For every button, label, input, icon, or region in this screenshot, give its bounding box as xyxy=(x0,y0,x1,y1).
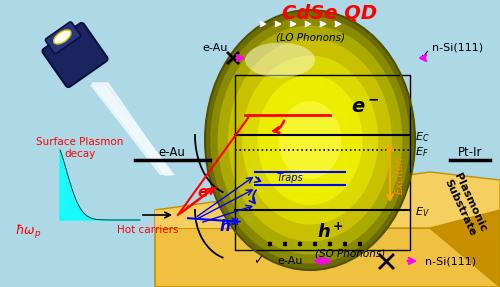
Text: $\bfit{h}^+$: $\bfit{h}^+$ xyxy=(218,217,242,235)
Text: Traps: Traps xyxy=(276,173,303,183)
FancyBboxPatch shape xyxy=(42,23,108,87)
Text: n-Si(111): n-Si(111) xyxy=(425,256,476,266)
Text: (LO Phonons): (LO Phonons) xyxy=(276,33,344,43)
Polygon shape xyxy=(90,85,175,175)
Ellipse shape xyxy=(54,30,71,44)
Text: e-Au: e-Au xyxy=(278,256,302,266)
Polygon shape xyxy=(155,210,270,228)
Text: $\bfit{e}^-$: $\bfit{e}^-$ xyxy=(351,99,379,117)
Ellipse shape xyxy=(228,38,392,241)
Text: $E_C$: $E_C$ xyxy=(415,130,430,144)
Polygon shape xyxy=(155,172,500,228)
Text: $\bfit{h}^+$: $\bfit{h}^+$ xyxy=(316,222,344,242)
Text: Hot carriers: Hot carriers xyxy=(117,225,179,235)
Text: ✓: ✓ xyxy=(419,49,429,63)
Text: (SO Phonons): (SO Phonons) xyxy=(315,248,385,258)
Text: $E_V$: $E_V$ xyxy=(415,205,430,219)
Text: n-Si(111): n-Si(111) xyxy=(432,43,483,53)
Text: Plasmonic
Substrate: Plasmonic Substrate xyxy=(442,172,488,238)
Polygon shape xyxy=(90,85,175,175)
Ellipse shape xyxy=(245,42,315,77)
Ellipse shape xyxy=(242,55,378,224)
Polygon shape xyxy=(155,228,500,287)
Text: Exciton: Exciton xyxy=(395,156,405,194)
Polygon shape xyxy=(60,150,140,220)
Text: Surface Plasmon
decay: Surface Plasmon decay xyxy=(36,137,124,159)
Text: e-Au: e-Au xyxy=(158,146,186,158)
Text: $E_F$: $E_F$ xyxy=(415,145,428,159)
Bar xyxy=(235,75,410,250)
Ellipse shape xyxy=(218,26,402,254)
Ellipse shape xyxy=(258,75,362,205)
Ellipse shape xyxy=(278,101,342,179)
Polygon shape xyxy=(430,180,500,287)
FancyBboxPatch shape xyxy=(46,22,80,54)
Text: $\hbar\omega_p$: $\hbar\omega_p$ xyxy=(15,223,42,241)
Text: ✓: ✓ xyxy=(253,255,263,267)
Text: $\bfit{e}^-$: $\bfit{e}^-$ xyxy=(197,185,219,201)
Ellipse shape xyxy=(205,10,415,270)
Text: CdSe QD: CdSe QD xyxy=(282,3,378,22)
Polygon shape xyxy=(92,83,172,175)
Text: Pt-Ir: Pt-Ir xyxy=(458,146,482,158)
Ellipse shape xyxy=(210,16,410,263)
Text: e-Au: e-Au xyxy=(202,43,228,53)
Polygon shape xyxy=(92,83,172,175)
